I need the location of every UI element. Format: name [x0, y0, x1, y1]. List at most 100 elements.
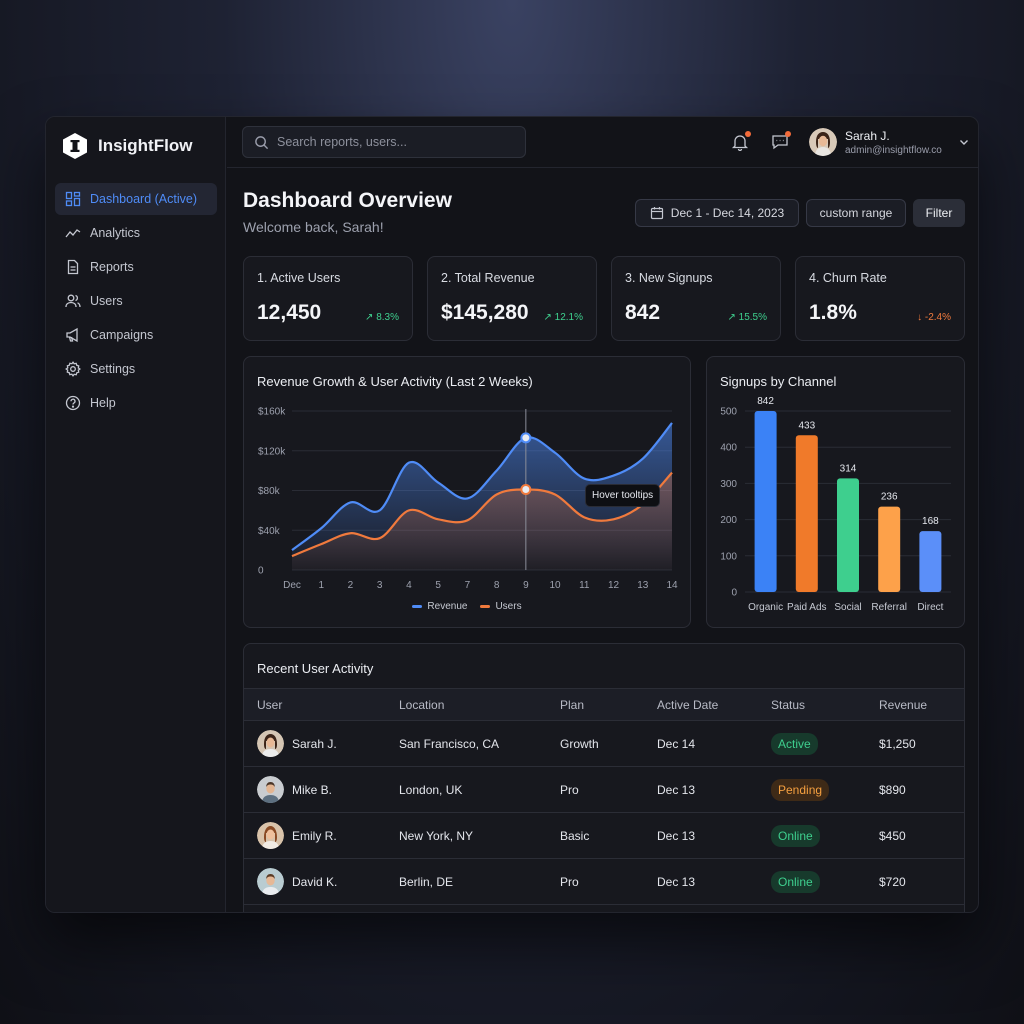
avatar — [257, 776, 284, 803]
y-tick-label: 200 — [720, 515, 737, 526]
activity-table: User Location Plan Active Date Status Re… — [244, 688, 964, 905]
sidebar-item-dashboard[interactable]: Dashboard (Active) — [55, 183, 217, 215]
kpi-value: 1.8% — [809, 301, 857, 324]
kpi-card-active-users[interactable]: 1. Active Users 12,450 ↗ 8.3% — [243, 256, 413, 341]
date-range-label: Dec 1 - Dec 14, 2023 — [670, 206, 785, 220]
users-icon — [65, 294, 81, 308]
x-tick-label: 11 — [579, 580, 590, 591]
x-tick-label: 13 — [637, 580, 649, 591]
y-tick-label: $120k — [258, 446, 286, 457]
x-tick-label: Organic — [748, 602, 783, 613]
y-tick-label: 0 — [258, 566, 264, 577]
column-header-revenue[interactable]: Revenue — [879, 688, 964, 721]
table-row[interactable]: Mike B. London, UK Pro Dec 13 Pending $8… — [244, 767, 964, 813]
sidebar-item-label: Campaigns — [90, 328, 154, 342]
revenue-chart-legend: Revenue Users — [244, 601, 690, 612]
sidebar-item-analytics[interactable]: Analytics — [55, 217, 217, 249]
custom-range-button[interactable]: custom range — [806, 199, 906, 227]
bar-paid-ads — [795, 435, 818, 592]
sidebar-item-settings[interactable]: Settings — [55, 353, 217, 385]
gear-icon — [65, 361, 81, 377]
date-cell: Dec 14 — [657, 736, 696, 751]
recent-activity-title: Recent User Activity — [257, 661, 374, 676]
recent-activity-panel: Recent User Activity User Location Plan … — [243, 643, 965, 912]
signups-chart-panel: 500 400 300 200 100 0 842 Organic 433 Paid Ads 314… — [706, 356, 965, 628]
signups-chart[interactable]: 500 400 300 200 100 0 842 Organic 433 Paid Ads 314… — [707, 357, 965, 628]
avatar — [257, 730, 284, 757]
location-cell: New York, NY — [399, 828, 474, 843]
messages-button[interactable] — [771, 131, 791, 151]
kpi-delta: ↓ -2.4% — [917, 312, 951, 323]
search-box[interactable] — [242, 126, 526, 158]
kpi-card-churn-rate[interactable]: 4. Churn Rate 1.8% ↓ -2.4% — [795, 256, 965, 341]
user-name: Emily R. — [292, 828, 337, 843]
table-row[interactable]: Sarah J. San Francisco, CA Growth Dec 14… — [244, 721, 964, 767]
hover-point-users — [520, 484, 532, 496]
table-row[interactable]: David K. Berlin, DE Pro Dec 13 Online $7… — [244, 859, 964, 905]
line-users — [291, 471, 673, 558]
y-tick-label: $80k — [258, 486, 281, 497]
sidebar-item-reports[interactable]: Reports — [55, 251, 217, 283]
line-revenue — [291, 422, 673, 552]
kpi-card-total-revenue[interactable]: 2. Total Revenue $145,280 ↗ 12.1% — [427, 256, 597, 341]
x-tick-label: 5 — [435, 580, 441, 591]
y-tick-label: 100 — [720, 551, 737, 562]
legend-label: Revenue — [427, 601, 468, 612]
bar-data-label: 314 — [840, 463, 857, 474]
revenue-cell: $1,250 — [879, 736, 916, 751]
kpi-label: 4. Churn Rate — [809, 271, 887, 285]
status-badge: Active — [771, 732, 818, 755]
hover-point-revenue — [520, 432, 532, 444]
search-input[interactable] — [277, 135, 517, 149]
chart-tooltip: Hover tooltips — [585, 484, 661, 507]
legend-item-users[interactable]: Users — [480, 601, 522, 612]
kpi-label: 2. Total Revenue — [441, 271, 535, 285]
notifications-button[interactable] — [731, 131, 751, 152]
table-header-row: User Location Plan Active Date Status Re… — [244, 688, 964, 721]
y-tick-label: 300 — [720, 479, 737, 490]
column-header-location[interactable]: Location — [399, 688, 560, 721]
dashboard-icon — [65, 191, 81, 207]
bar-direct — [919, 531, 942, 592]
x-tick-label: 1 — [318, 580, 324, 591]
table-row[interactable]: Emily R. New York, NY Basic Dec 13 Onlin… — [244, 813, 964, 859]
filter-button[interactable]: Filter — [913, 199, 965, 227]
bar-data-label: 236 — [881, 492, 898, 503]
x-tick-label: Social — [834, 602, 861, 613]
signups-chart-title: Signups by Channel — [720, 374, 837, 389]
date-cell: Dec 13 — [657, 828, 696, 843]
sidebar-item-help[interactable]: Help — [55, 387, 217, 419]
column-header-plan[interactable]: Plan — [560, 688, 657, 721]
legend-item-revenue[interactable]: Revenue — [412, 601, 467, 612]
x-tick-label: 12 — [608, 580, 620, 591]
column-header-user[interactable]: User — [244, 688, 399, 721]
kpi-delta: ↗ 15.5% — [727, 312, 767, 323]
location-cell: Berlin, DE — [399, 874, 454, 889]
revenue-cell: $890 — [879, 782, 906, 797]
date-range-button[interactable]: Dec 1 - Dec 14, 2023 — [635, 199, 799, 227]
plan-cell: Pro — [560, 782, 579, 797]
location-cell: London, UK — [399, 782, 463, 797]
sidebar-item-label: Settings — [90, 362, 136, 376]
user-menu[interactable]: Sarah J. admin@insightflow.co — [809, 126, 970, 158]
user-info: Sarah J. admin@insightflow.co — [845, 129, 942, 156]
kpi-value: $145,280 — [441, 301, 529, 324]
y-tick-label: 400 — [720, 443, 737, 454]
status-badge: Pending — [771, 778, 830, 801]
bell-icon — [731, 135, 749, 152]
status-badge: Online — [771, 824, 820, 847]
kpi-value: 12,450 — [257, 301, 322, 324]
analytics-icon — [65, 229, 81, 238]
sidebar-item-label: Analytics — [90, 226, 141, 240]
sidebar-item-label: Users — [90, 294, 123, 308]
sidebar-item-campaigns[interactable]: Campaigns — [55, 319, 217, 351]
column-header-status[interactable]: Status — [771, 688, 879, 721]
x-tick-label: 3 — [377, 580, 383, 591]
avatar — [257, 868, 284, 895]
main-content: Sarah J. admin@insightflow.co Dashboard … — [227, 117, 978, 912]
brand[interactable]: InsightFlow — [62, 131, 192, 161]
column-header-active-date[interactable]: Active Date — [657, 688, 771, 721]
sidebar-item-users[interactable]: Users — [55, 285, 217, 317]
kpi-card-new-signups[interactable]: 3. New Signups 842 ↗ 15.5% — [611, 256, 781, 341]
